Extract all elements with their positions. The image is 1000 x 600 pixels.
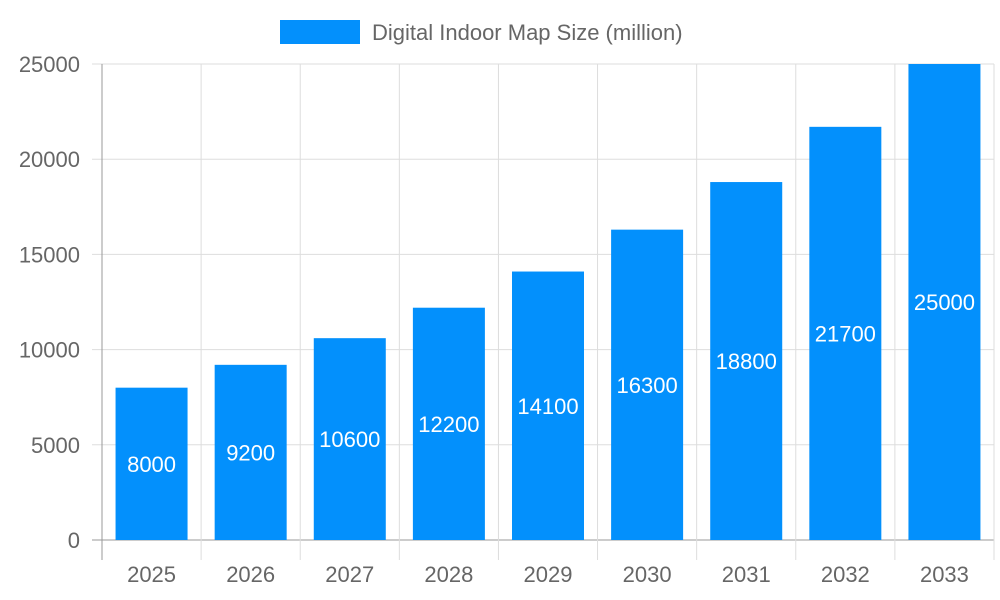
x-tick-label: 2030 bbox=[623, 562, 672, 587]
bar bbox=[412, 307, 485, 540]
y-tick-label: 5000 bbox=[31, 433, 80, 458]
bar bbox=[908, 64, 981, 540]
x-tick-label: 2026 bbox=[226, 562, 275, 587]
legend-label: Digital Indoor Map Size (million) bbox=[372, 20, 683, 45]
data-label: 9200 bbox=[226, 440, 275, 465]
bar bbox=[214, 364, 287, 540]
data-label: 16300 bbox=[617, 373, 678, 398]
bar bbox=[115, 387, 188, 540]
data-label: 18800 bbox=[716, 349, 777, 374]
data-label: 8000 bbox=[127, 452, 176, 477]
x-tick-label: 2031 bbox=[722, 562, 771, 587]
x-tick-label: 2032 bbox=[821, 562, 870, 587]
bar bbox=[710, 182, 783, 540]
data-label: 21700 bbox=[815, 321, 876, 346]
y-tick-label: 10000 bbox=[19, 338, 80, 363]
bar bbox=[512, 271, 584, 540]
axes: 0 5000 10000 15000 20000 25000 2025 2026 2027 202… bbox=[19, 52, 969, 587]
legend-swatch bbox=[280, 20, 360, 44]
y-tick-label: 0 bbox=[68, 528, 80, 553]
data-label: 25000 bbox=[914, 290, 975, 315]
bar bbox=[809, 126, 882, 540]
bars: 8000 9200 10600 12200 14100 16300 18800 21700 25… bbox=[115, 64, 981, 540]
data-label: 12200 bbox=[418, 412, 479, 437]
x-tick-label: 2033 bbox=[920, 562, 969, 587]
x-tick-label: 2027 bbox=[325, 562, 374, 587]
data-label: 14100 bbox=[517, 394, 578, 419]
x-tick-label: 2025 bbox=[127, 562, 176, 587]
bar bbox=[611, 229, 684, 540]
grid bbox=[92, 63, 995, 560]
data-label: 10600 bbox=[319, 427, 380, 452]
bar bbox=[313, 338, 386, 540]
x-tick-label: 2028 bbox=[424, 562, 473, 587]
y-tick-label: 25000 bbox=[19, 52, 80, 77]
legend[interactable]: Digital Indoor Map Size (million) bbox=[280, 20, 683, 45]
y-tick-label: 15000 bbox=[19, 242, 80, 267]
x-tick-label: 2029 bbox=[524, 562, 573, 587]
y-tick-label: 20000 bbox=[19, 147, 80, 172]
